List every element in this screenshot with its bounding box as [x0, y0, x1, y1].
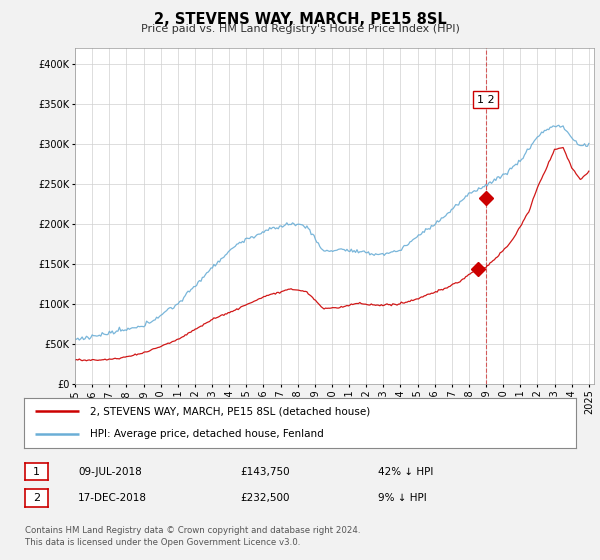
Text: 2: 2 [33, 493, 40, 503]
Text: £143,750: £143,750 [240, 466, 290, 477]
Text: Contains HM Land Registry data © Crown copyright and database right 2024.
This d: Contains HM Land Registry data © Crown c… [25, 526, 361, 547]
Text: Price paid vs. HM Land Registry's House Price Index (HPI): Price paid vs. HM Land Registry's House … [140, 24, 460, 34]
Text: HPI: Average price, detached house, Fenland: HPI: Average price, detached house, Fenl… [90, 430, 324, 440]
Text: 1: 1 [33, 466, 40, 477]
Text: 42% ↓ HPI: 42% ↓ HPI [378, 466, 433, 477]
Text: 09-JUL-2018: 09-JUL-2018 [78, 466, 142, 477]
Text: 2, STEVENS WAY, MARCH, PE15 8SL: 2, STEVENS WAY, MARCH, PE15 8SL [154, 12, 446, 27]
Text: 9% ↓ HPI: 9% ↓ HPI [378, 493, 427, 503]
Text: 2, STEVENS WAY, MARCH, PE15 8SL (detached house): 2, STEVENS WAY, MARCH, PE15 8SL (detache… [90, 406, 370, 416]
Text: £232,500: £232,500 [240, 493, 290, 503]
Text: 1 2: 1 2 [477, 95, 494, 105]
Text: 17-DEC-2018: 17-DEC-2018 [78, 493, 147, 503]
